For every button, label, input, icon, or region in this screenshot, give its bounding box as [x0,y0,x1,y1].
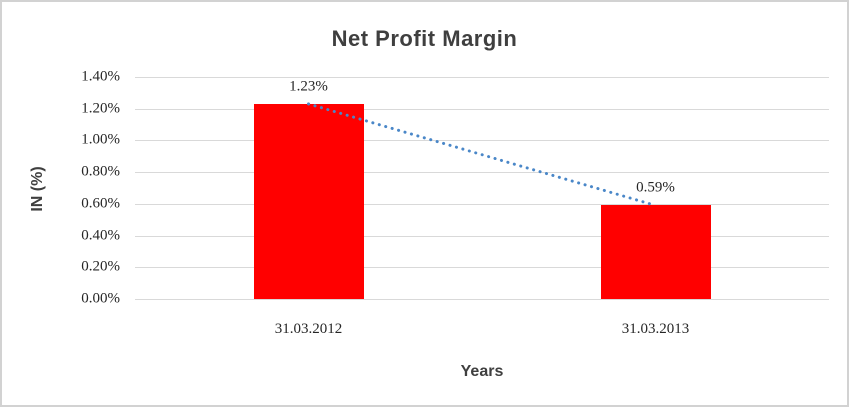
y-tick-label: 0.00% [81,290,120,307]
x-tick-label: 31.03.2012 [274,321,343,337]
gridline [135,267,829,269]
gridline [135,172,829,174]
y-tick-label: 1.40% [81,68,120,85]
chart-title: Net Profit Margin [331,26,518,51]
gridline [135,235,829,237]
y-tick-label: 1.00% [81,131,120,148]
y-tick-label: 1.20% [81,100,120,117]
bar [253,103,364,299]
gridline [135,203,829,205]
bar [600,205,711,299]
x-tick-label: 31.03.2013 [621,321,690,337]
gridline [135,77,829,78]
y-tick-label: 0.60% [81,195,120,212]
data-label: 0.59% [636,179,675,196]
gridline [135,140,829,142]
gridline [135,299,829,300]
data-label: 1.23% [289,78,328,95]
y-tick-label: 0.20% [81,258,120,275]
gridline [135,108,829,110]
x-axis-title: Years [460,363,504,380]
y-tick-label: 0.40% [81,227,120,244]
y-tick-label: 0.80% [81,163,120,180]
